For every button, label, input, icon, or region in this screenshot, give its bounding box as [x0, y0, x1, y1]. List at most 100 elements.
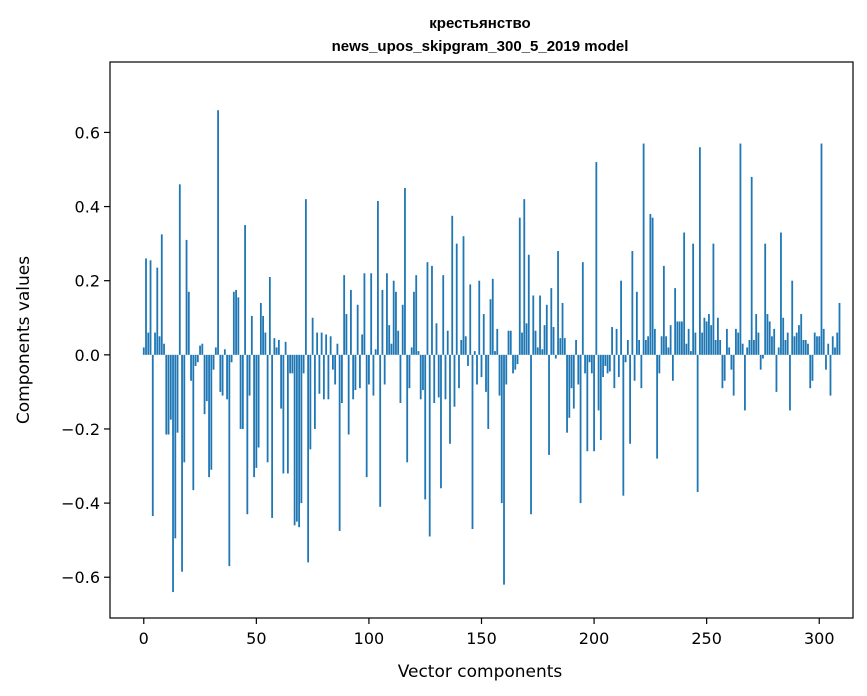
x-axis-label: Vector components	[398, 662, 563, 682]
bar-303	[825, 354, 827, 370]
bar-150	[480, 354, 483, 378]
bar-305	[829, 354, 832, 396]
bar-30	[210, 354, 213, 470]
bar-100	[368, 354, 370, 385]
bar-111	[392, 280, 395, 355]
bar-159	[500, 354, 503, 504]
bar-234	[669, 325, 672, 355]
bar-139	[455, 243, 458, 355]
bar-250	[705, 321, 708, 355]
bar-33	[217, 110, 219, 355]
bar-37	[226, 354, 228, 400]
bar-18	[183, 354, 186, 463]
bar-241	[685, 343, 688, 355]
bar-285	[784, 340, 787, 355]
bar-166	[516, 354, 519, 365]
bar-53	[262, 315, 264, 355]
bar-8	[160, 234, 163, 355]
bar-221	[640, 354, 643, 389]
bar-23	[194, 354, 197, 366]
bar-165	[514, 354, 517, 370]
bar-85	[334, 354, 337, 385]
bar-235	[671, 354, 674, 381]
bar-290	[795, 332, 798, 355]
bar-61	[280, 354, 283, 409]
bar-74	[309, 354, 312, 450]
bar-162	[507, 330, 510, 355]
bar-42	[237, 297, 240, 355]
bar-180	[548, 354, 550, 455]
bar-249	[703, 317, 706, 355]
bar-173	[532, 295, 535, 355]
bar-116	[404, 188, 406, 355]
bar-158	[498, 354, 501, 396]
bar-147	[473, 351, 476, 355]
bar-273	[757, 332, 760, 355]
bar-4	[151, 354, 154, 517]
bar-17	[181, 354, 183, 572]
bar-149	[478, 280, 481, 355]
bar-274	[759, 354, 762, 370]
bar-10	[165, 354, 168, 435]
bar-299	[816, 336, 818, 355]
bar-266	[741, 343, 744, 355]
bar-151	[482, 314, 485, 355]
bar-130	[435, 323, 438, 355]
bar-188	[566, 354, 568, 433]
bar-48	[250, 315, 253, 355]
bar-108	[386, 273, 388, 355]
bar-215	[626, 340, 629, 355]
chart-title-line2: news_upos_skipgram_300_5_2019 model	[332, 38, 629, 55]
bar-284	[782, 317, 785, 355]
bar-167	[518, 217, 521, 355]
bar-184	[557, 251, 559, 355]
bar-153	[487, 354, 490, 429]
bar-97	[361, 334, 364, 355]
x-tick-label-50: 50	[246, 629, 266, 648]
bar-3	[149, 260, 152, 355]
bar-304	[827, 343, 830, 355]
bar-0	[142, 347, 145, 355]
bar-65	[289, 354, 292, 374]
bar-287	[789, 354, 791, 411]
bar-209	[613, 354, 616, 389]
bar-291	[798, 325, 800, 355]
bar-205	[604, 354, 607, 366]
bar-211	[617, 354, 620, 378]
bar-155	[491, 278, 494, 355]
bar-280	[773, 328, 776, 355]
y-tick-label-4: −0.2	[61, 420, 100, 439]
bar-36	[223, 349, 226, 355]
bar-240	[683, 232, 686, 355]
bar-57	[271, 354, 274, 518]
bar-208	[611, 327, 613, 355]
bar-126	[426, 262, 429, 355]
bar-171	[527, 254, 530, 355]
bar-307	[834, 347, 836, 355]
bar-196	[584, 354, 586, 374]
bar-78	[318, 354, 321, 394]
bar-218	[633, 354, 636, 381]
bar-178	[543, 325, 546, 355]
bar-68	[295, 354, 298, 522]
bar-210	[615, 328, 618, 355]
bar-222	[642, 143, 645, 355]
bar-270	[750, 176, 753, 355]
bar-13	[172, 354, 174, 593]
x-tick-label-300: 300	[804, 629, 835, 648]
bar-272	[755, 314, 758, 355]
bar-89	[343, 275, 346, 355]
bar-200	[593, 354, 595, 452]
bar-84	[332, 354, 334, 370]
bar-264	[737, 332, 740, 355]
bar-269	[748, 340, 751, 355]
bar-168	[521, 332, 523, 355]
bar-35	[221, 354, 224, 396]
bar-286	[786, 332, 789, 355]
bar-72	[304, 199, 307, 355]
bar-79	[320, 332, 323, 355]
bar-54	[264, 332, 267, 355]
bar-174	[534, 330, 537, 355]
bar-243	[689, 351, 692, 355]
bar-63	[284, 341, 287, 355]
